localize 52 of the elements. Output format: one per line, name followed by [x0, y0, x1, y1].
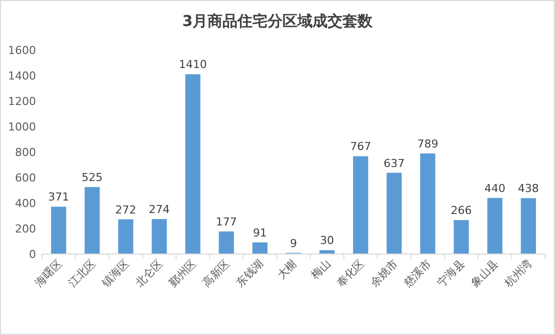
- bar: [252, 242, 268, 254]
- y-tick-label: 400: [15, 197, 36, 210]
- x-tick-label: 高新区: [200, 256, 233, 290]
- y-tick-label: 1600: [8, 44, 36, 57]
- x-tick-label: 鄞州区: [166, 256, 199, 290]
- bar: [51, 206, 66, 254]
- y-tick-label: 800: [15, 146, 36, 159]
- x-tick-label: 余姚市: [368, 256, 400, 290]
- data-label: 177: [216, 215, 237, 228]
- bar: [185, 74, 200, 254]
- x-tick-label: 奉化区: [334, 256, 367, 290]
- x-tick-label: 镇海区: [98, 256, 132, 290]
- data-label: 525: [82, 171, 103, 184]
- x-tick-label: 梅山: [308, 256, 334, 282]
- bar: [520, 198, 536, 254]
- bar: [152, 219, 167, 254]
- data-label: 440: [484, 182, 506, 195]
- data-label: 9: [290, 236, 297, 250]
- x-tick-label: 象山县: [468, 256, 501, 290]
- bar: [118, 219, 134, 254]
- data-label: 30: [320, 234, 334, 248]
- bar: [218, 231, 234, 254]
- y-tick-label: 1000: [8, 120, 36, 134]
- data-label: 789: [417, 137, 438, 150]
- y-tick-label: 600: [15, 172, 36, 184]
- x-tick-label: 大榭: [274, 256, 300, 282]
- x-tick-label: 北仑区: [132, 256, 166, 290]
- y-tick-label: 200: [15, 222, 36, 236]
- data-label: 274: [148, 203, 170, 216]
- x-tick-label: 东钱湖: [234, 256, 266, 290]
- bar: [353, 156, 368, 254]
- data-label: 272: [115, 203, 136, 216]
- bar: [420, 153, 436, 254]
- data-label: 637: [384, 156, 405, 170]
- x-tick-label: 江北区: [66, 256, 98, 290]
- x-tick-label: 慈溪市: [400, 256, 434, 290]
- data-label: 371: [48, 190, 70, 204]
- y-tick-label: 1200: [8, 95, 36, 108]
- data-label: 767: [350, 140, 372, 154]
- x-tick-label: 宁海县: [434, 256, 468, 290]
- data-label: 1410: [178, 58, 207, 72]
- chart-title: 3月商品住宅分区域成交套数: [182, 12, 374, 30]
- bar: [487, 198, 502, 254]
- bar: [320, 250, 335, 254]
- data-label: 266: [450, 204, 472, 218]
- bar: [386, 172, 402, 254]
- data-label: 91: [252, 226, 267, 240]
- bar: [84, 187, 100, 254]
- data-label: 438: [518, 182, 539, 196]
- bar: [454, 220, 469, 254]
- x-tick-label: 杭州湾: [501, 256, 535, 290]
- y-tick-label: 1400: [8, 70, 36, 82]
